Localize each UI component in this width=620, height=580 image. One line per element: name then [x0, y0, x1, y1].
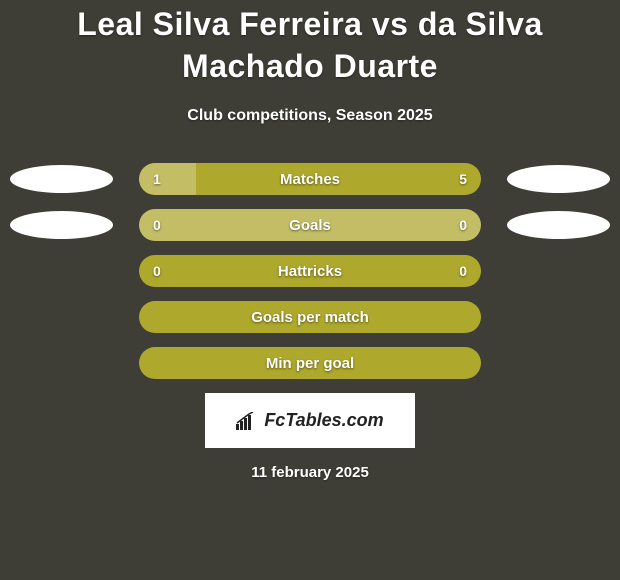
subtitle: Club competitions, Season 2025 [0, 107, 620, 125]
stat-bar-bg: 15Matches [139, 163, 481, 195]
stat-bar-bg: 00Goals [139, 209, 481, 241]
comparison-card: Leal Silva Ferreira vs da Silva Machado … [0, 0, 620, 481]
stat-row: Goals per match [10, 301, 610, 333]
stat-bar: 00Goals [139, 209, 481, 241]
stat-label: Hattricks [139, 255, 481, 287]
player-indicator-right [507, 211, 610, 239]
stat-bar-bg: Min per goal [139, 347, 481, 379]
stat-bar: 15Matches [139, 163, 481, 195]
player-indicator-left [10, 165, 113, 193]
chart-icon [236, 412, 258, 430]
fctables-logo: FcTables.com [205, 393, 415, 448]
date-text: 11 february 2025 [0, 464, 620, 481]
stat-row: 00Hattricks [10, 255, 610, 287]
stat-row: Min per goal [10, 347, 610, 379]
stat-bar: Min per goal [139, 347, 481, 379]
stat-bar-bg: Goals per match [139, 301, 481, 333]
page-title: Leal Silva Ferreira vs da Silva Machado … [0, 4, 620, 87]
stat-bar: Goals per match [139, 301, 481, 333]
logo-text: FcTables.com [264, 410, 383, 431]
stat-label: Goals [139, 209, 481, 241]
stat-bar: 00Hattricks [139, 255, 481, 287]
stat-label: Matches [139, 163, 481, 195]
player-indicator-left [10, 211, 113, 239]
stat-row: 15Matches [10, 163, 610, 195]
stat-bar-bg: 00Hattricks [139, 255, 481, 287]
stat-label: Goals per match [139, 301, 481, 333]
stat-row: 00Goals [10, 209, 610, 241]
stats-list: 15Matches 00Goals 00Hattricks Goals per mat… [0, 163, 620, 379]
stat-label: Min per goal [139, 347, 481, 379]
player-indicator-right [507, 165, 610, 193]
